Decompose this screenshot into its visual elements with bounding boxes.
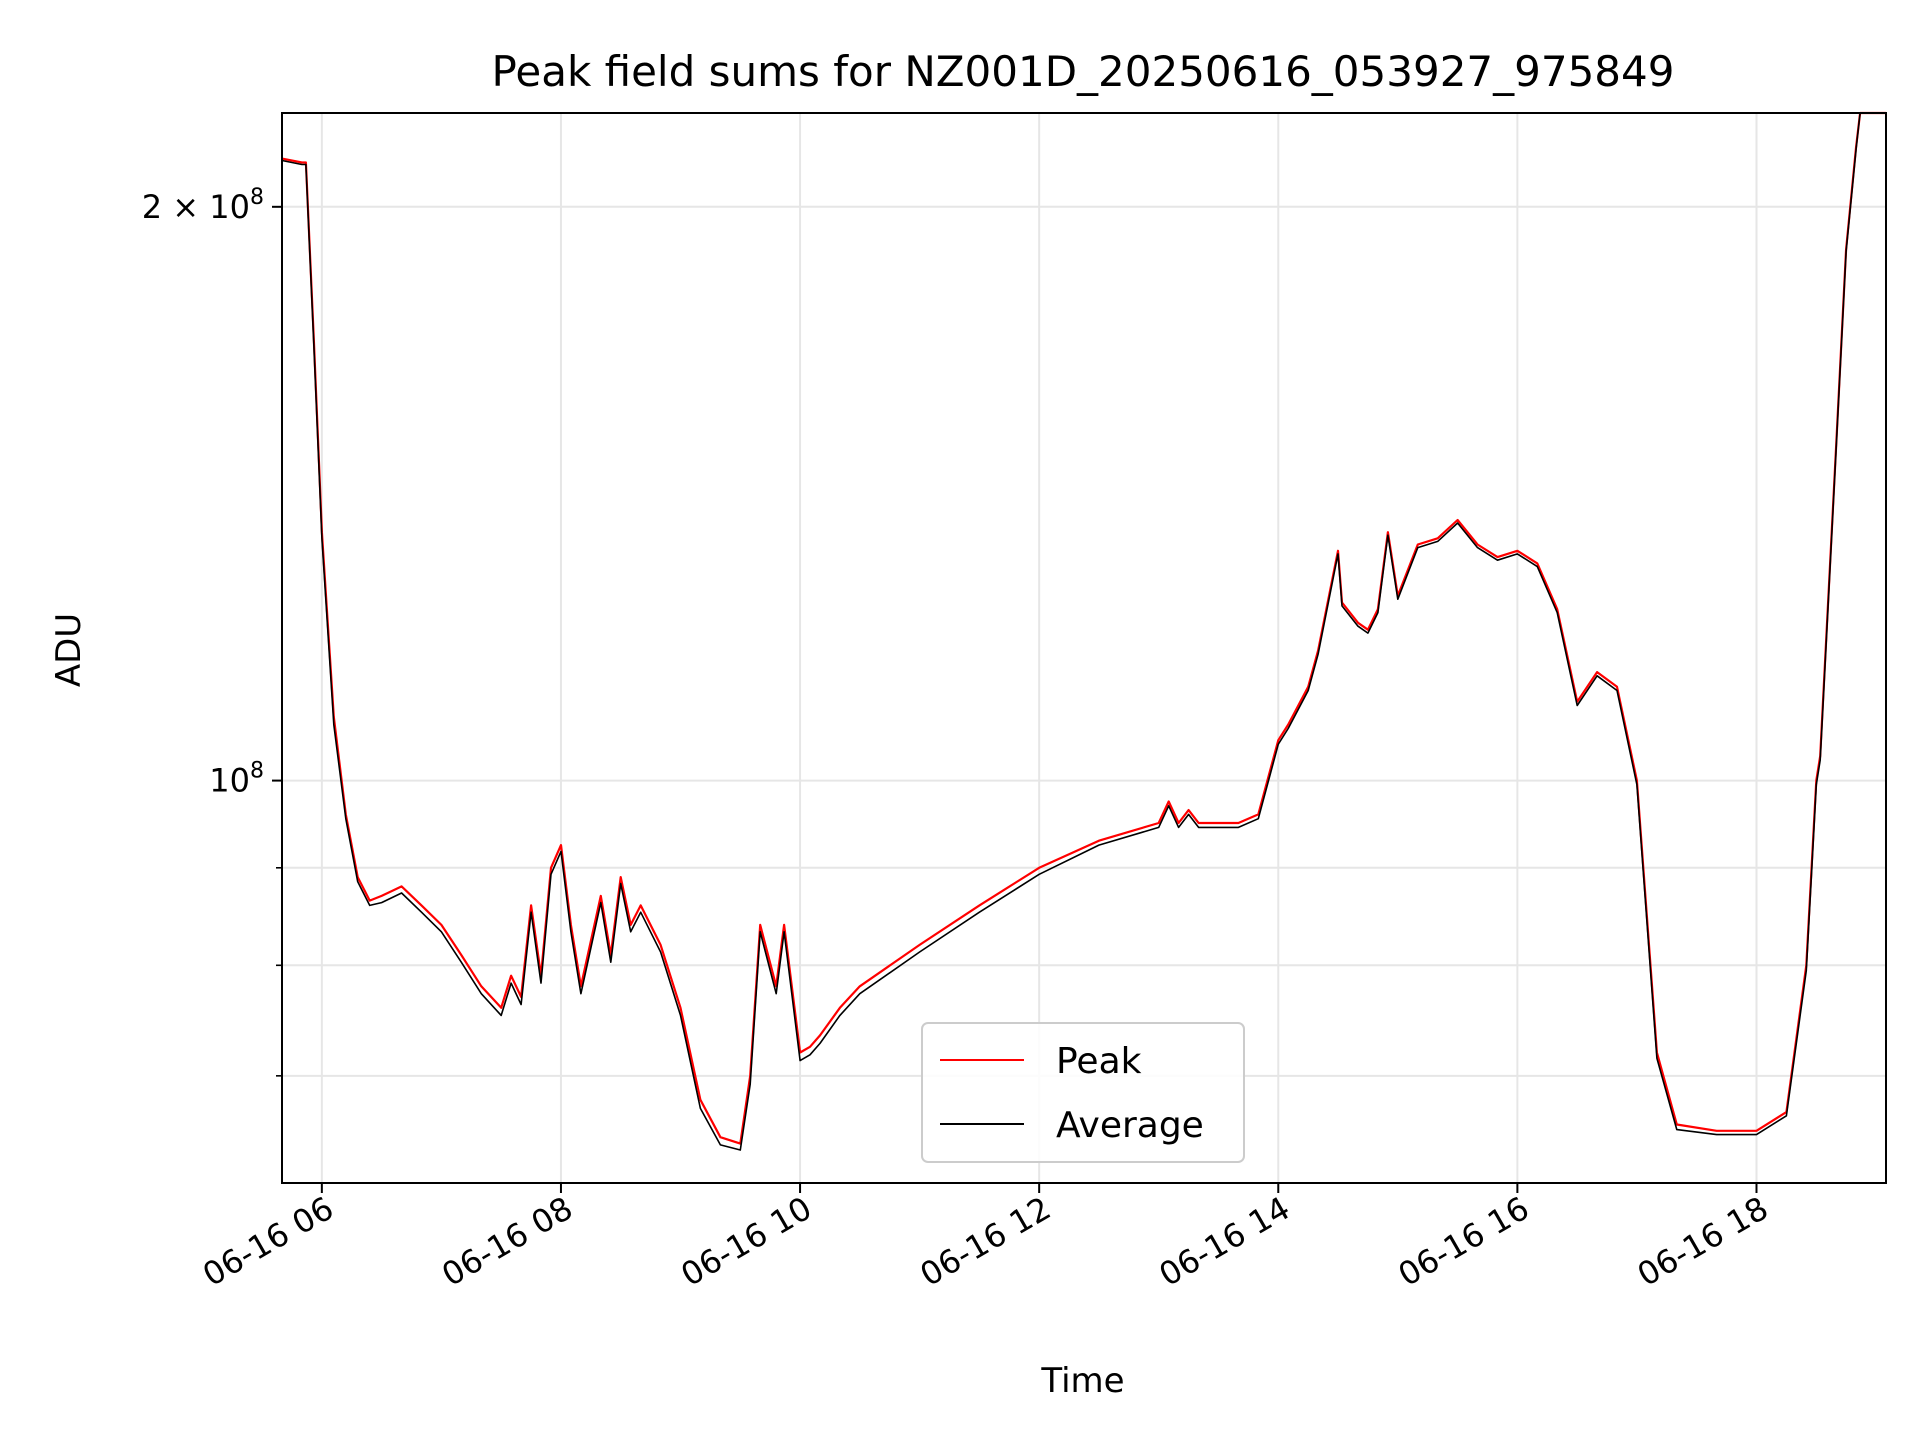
y-tick-label: 108 bbox=[209, 759, 264, 800]
legend: Peak Average bbox=[921, 1022, 1245, 1163]
y-tick-label: 2 × 108 bbox=[142, 185, 264, 226]
legend-label: Peak bbox=[1056, 1041, 1142, 1082]
x-axis-label: Time bbox=[1040, 1361, 1124, 1401]
y-axis-label: ADU bbox=[49, 613, 89, 687]
peak-series-line bbox=[281, 111, 1886, 1145]
plot-series bbox=[281, 111, 1886, 1151]
grid-lines bbox=[282, 113, 1886, 1183]
average-series-line bbox=[281, 112, 1886, 1151]
legend-box bbox=[921, 1022, 1245, 1163]
chart-title: Peak field sums for NZ001D_20250616_0539… bbox=[492, 47, 1675, 96]
legend-label: Average bbox=[1056, 1105, 1204, 1146]
plot-frame bbox=[281, 112, 1887, 1184]
